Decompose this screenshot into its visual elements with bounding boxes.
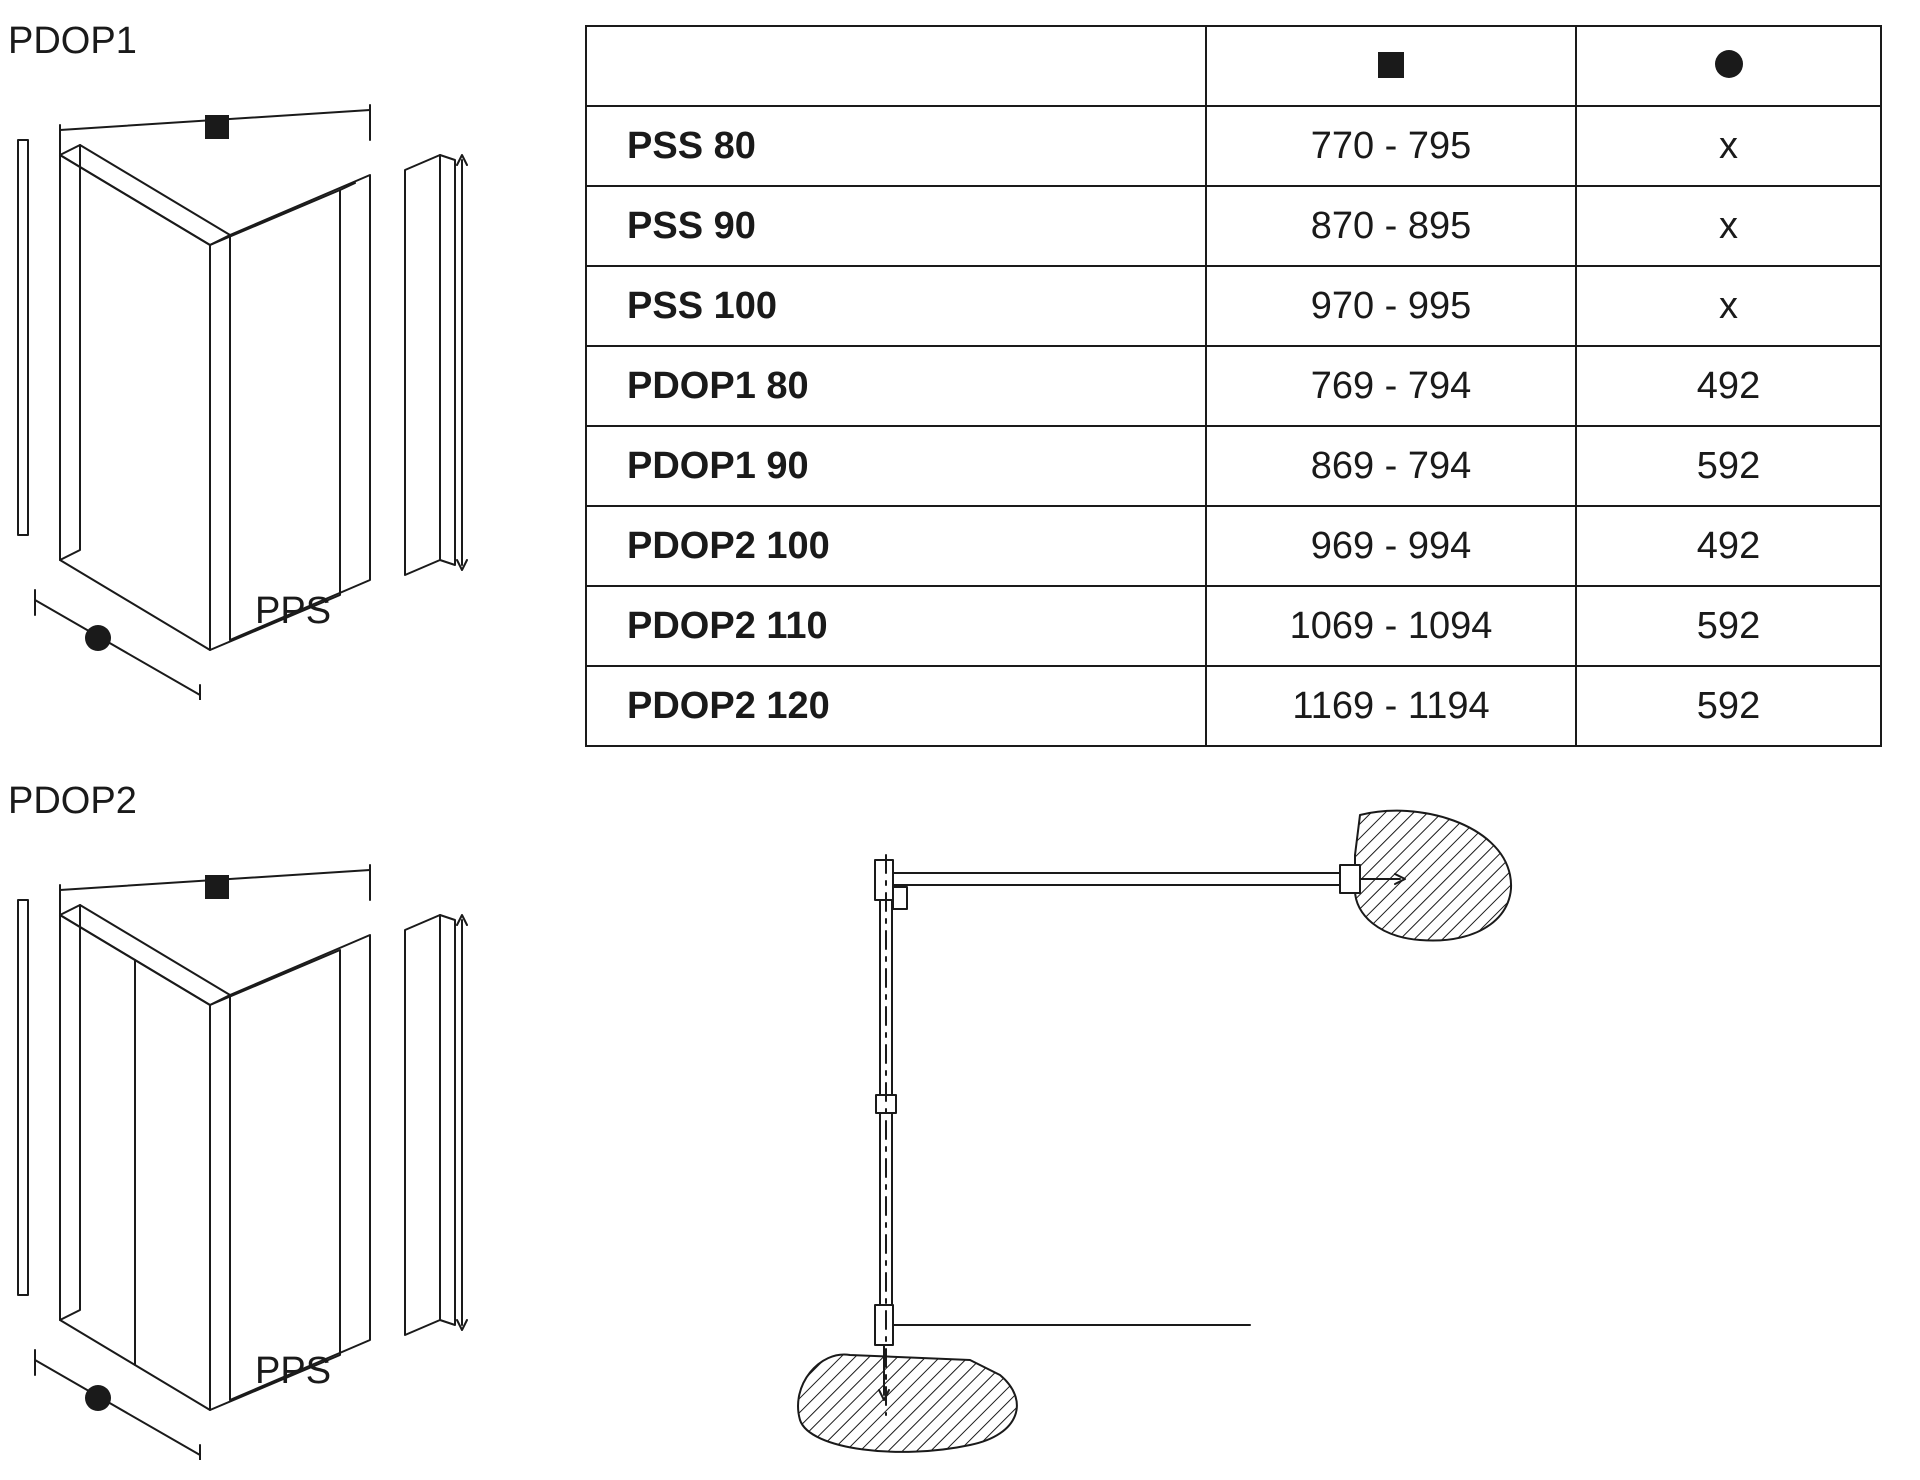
left-diagram-column: PDOP1 [0,0,560,1474]
square-dim-cell: 969 - 994 [1206,506,1576,586]
square-dim-cell: 970 - 995 [1206,266,1576,346]
circle-dim-cell: 592 [1576,426,1881,506]
table-row: PDOP1 80 769 - 794 492 [586,346,1881,426]
square-marker-icon [205,115,229,139]
table-row: PDOP2 100 969 - 994 492 [586,506,1881,586]
diagram-pdop1: PDOP1 [0,20,560,720]
square-dim-cell: 769 - 794 [1206,346,1576,426]
model-cell: PSS 100 [586,266,1206,346]
spec-table: PSS 80 770 - 795 x PSS 90 870 - 895 x PS… [585,25,1882,747]
table-header-row [586,26,1881,106]
diagram-title: PDOP2 [8,780,137,823]
table-row: PDOP2 110 1069 - 1094 592 [586,586,1881,666]
model-cell: PDOP2 120 [586,666,1206,746]
model-cell: PSS 80 [586,106,1206,186]
plan-view-diagram [780,795,1540,1455]
circle-dim-cell: 492 [1576,346,1881,426]
pps-label: PPS [255,590,331,633]
circle-marker-icon [85,1385,111,1411]
square-dim-cell: 869 - 794 [1206,426,1576,506]
square-dim-cell: 770 - 795 [1206,106,1576,186]
model-cell: PDOP2 100 [586,506,1206,586]
model-cell: PSS 90 [586,186,1206,266]
circle-marker-icon [85,625,111,651]
diagram-title: PDOP1 [8,20,137,63]
circle-dim-cell: 592 [1576,586,1881,666]
table-row: PSS 100 970 - 995 x [586,266,1881,346]
circle-dim-cell: 492 [1576,506,1881,586]
circle-dim-cell: x [1576,106,1881,186]
header-square-icon [1206,26,1576,106]
circle-dim-cell: 592 [1576,666,1881,746]
table-row: PDOP1 90 869 - 794 592 [586,426,1881,506]
header-circle-icon [1576,26,1881,106]
header-blank [586,26,1206,106]
model-cell: PDOP1 90 [586,426,1206,506]
diagram-pdop2: PDOP2 [0,780,560,1480]
model-cell: PDOP2 110 [586,586,1206,666]
table-row: PDOP2 120 1169 - 1194 592 [586,666,1881,746]
circle-dim-cell: x [1576,266,1881,346]
model-cell: PDOP1 80 [586,346,1206,426]
square-dim-cell: 1169 - 1194 [1206,666,1576,746]
pps-label: PPS [255,1350,331,1393]
square-marker-icon [205,875,229,899]
square-dim-cell: 870 - 895 [1206,186,1576,266]
square-dim-cell: 1069 - 1094 [1206,586,1576,666]
table-row: PSS 90 870 - 895 x [586,186,1881,266]
table-row: PSS 80 770 - 795 x [586,106,1881,186]
circle-dim-cell: x [1576,186,1881,266]
